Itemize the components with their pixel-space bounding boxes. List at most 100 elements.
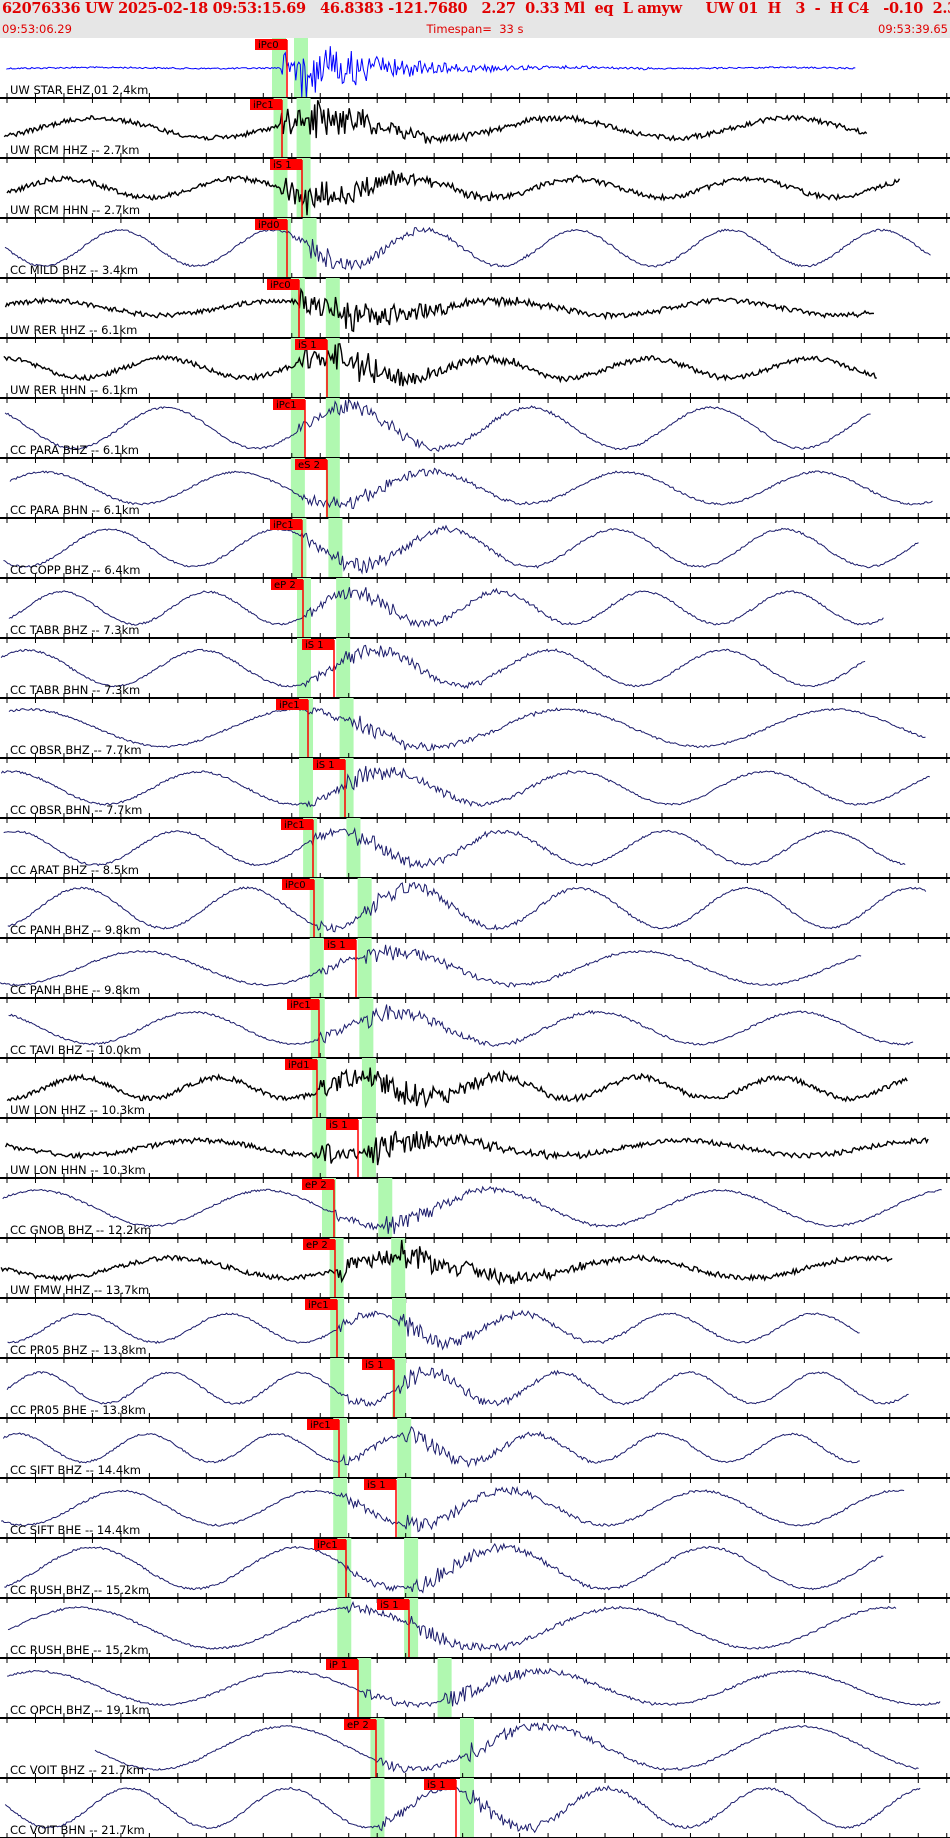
waveform-trace: [3, 100, 868, 145]
waveform-trace: [3, 524, 919, 575]
waveform-trace: [6, 1067, 908, 1109]
pick-label: eP 2: [306, 1240, 328, 1251]
pick-label: iPd0: [258, 220, 280, 231]
pick-label-box: [314, 1539, 346, 1550]
p-window: [357, 1658, 372, 1718]
station-label: CC SIFT BHE -- 14.4km: [10, 1523, 140, 1537]
s-window: [336, 578, 351, 638]
station-label: CC PR05 BHZ -- 13.8km: [10, 1343, 146, 1357]
station-label: CC MILD BHZ -- 3.4km: [10, 263, 138, 277]
station-label: CC ARAT BHZ -- 8.5km: [10, 863, 139, 877]
pick-label-box: [377, 1599, 409, 1610]
waveform-trace: [0, 1239, 893, 1286]
waveform-trace: [9, 467, 933, 510]
pick-label-box: [267, 279, 299, 290]
pick-label-box: [307, 1419, 339, 1430]
p-window: [296, 638, 311, 698]
s-window: [361, 1058, 376, 1118]
pick-label-box: [282, 879, 314, 890]
waveform-trace: [6, 170, 901, 216]
p-window: [273, 98, 288, 158]
pick-label: iPc1: [290, 1000, 311, 1011]
pick-label: iPc0: [285, 880, 306, 891]
pick-label-box: [364, 1479, 396, 1490]
pick-label-box: [276, 699, 308, 710]
pick-label: iPc1: [253, 100, 274, 111]
pick-label: iPc1: [308, 1300, 329, 1311]
pick-label: iPc1: [273, 520, 294, 531]
waveform-trace: [6, 46, 856, 98]
station-label: CC TABR BHN -- 7.3km: [10, 683, 140, 697]
pick-label: iPc1: [276, 400, 297, 411]
station-label: CC TABR BHZ -- 7.3km: [10, 623, 139, 637]
pick-label: eP 2: [347, 1720, 369, 1731]
s-window: [391, 1238, 406, 1298]
s-window: [459, 1778, 474, 1838]
pick-label: iS 1: [380, 1600, 399, 1611]
pick-label-box: [250, 99, 282, 110]
station-label: CC RUSH BHZ -- 15.2km: [10, 1583, 149, 1597]
waveform-trace: [8, 1004, 914, 1047]
waveform-trace: [4, 287, 875, 333]
waveform-trace: [7, 1667, 941, 1708]
waveform-trace: [4, 1784, 921, 1834]
pick-label: iS 1: [273, 160, 292, 171]
waveform-trace: [2, 1425, 860, 1468]
s-window: [339, 698, 354, 758]
waveform-trace: [8, 587, 884, 628]
pick-label-box: [287, 999, 319, 1010]
station-label: CC PR05 BHE -- 13.8km: [10, 1403, 146, 1417]
s-window: [325, 278, 340, 338]
pick-label: iPc1: [310, 1420, 331, 1431]
s-window: [437, 1658, 452, 1718]
pick-label: eP 2: [305, 1180, 327, 1191]
pick-label: iS 1: [329, 1120, 348, 1131]
pick-label: iS 1: [305, 640, 324, 651]
timespan: Timespan= 33 s: [426, 22, 524, 36]
p-window: [309, 938, 324, 998]
p-window: [337, 1538, 352, 1598]
pick-label: iPc0: [258, 40, 279, 51]
pick-label-box: [324, 939, 356, 950]
waveform-trace: [3, 826, 906, 869]
p-window: [290, 338, 305, 398]
s-window: [459, 1718, 474, 1778]
pick-label-box: [295, 459, 327, 470]
s-window: [336, 638, 351, 698]
p-window: [290, 458, 305, 518]
p-window: [309, 878, 324, 938]
waveform-trace: [3, 342, 877, 387]
pick-label: iPc0: [270, 280, 291, 291]
event-summary: 62076336 UW 2025-02-18 09:53:15.69 46.83…: [2, 0, 950, 17]
pick-label-box: [281, 819, 313, 830]
station-label: CC SIFT BHZ -- 14.4km: [10, 1463, 141, 1477]
s-window: [328, 518, 343, 578]
waveform-trace: [4, 399, 871, 452]
pick-label: iPd1: [288, 1060, 310, 1071]
waveform-trace: [8, 707, 926, 752]
waveform-trace: [6, 1366, 909, 1407]
pick-label: iS 1: [316, 760, 335, 771]
station-label: CC PARA BHZ -- 6.1km: [10, 443, 139, 457]
pick-label-box: [424, 1779, 456, 1790]
pick-label: iPc1: [284, 820, 305, 831]
waveform-trace: [94, 1722, 919, 1774]
station-label: UW STAR EHZ 01 2.4km: [10, 83, 148, 97]
pick-label-box: [255, 39, 287, 50]
p-window: [370, 1778, 385, 1838]
p-window: [321, 1178, 336, 1238]
pick-label-box: [326, 1659, 358, 1670]
pick-label-box: [271, 579, 303, 590]
waveform-trace: [0, 765, 930, 808]
pick-label-box: [305, 1299, 337, 1310]
p-window: [370, 1718, 385, 1778]
pick-label-box: [255, 219, 287, 230]
s-window: [346, 818, 361, 878]
station-label: CC VOIT BHZ -- 21.7km: [10, 1763, 144, 1777]
station-label: CC PANH BHZ -- 9.8km: [10, 923, 141, 937]
station-label: CC GNOB BHZ -- 12.2km: [10, 1223, 151, 1237]
station-label: CC OBSR BHZ -- 7.7km: [10, 743, 142, 757]
waveform-trace: [7, 881, 927, 933]
p-window: [299, 758, 314, 818]
waveform-trace: [7, 1309, 860, 1351]
